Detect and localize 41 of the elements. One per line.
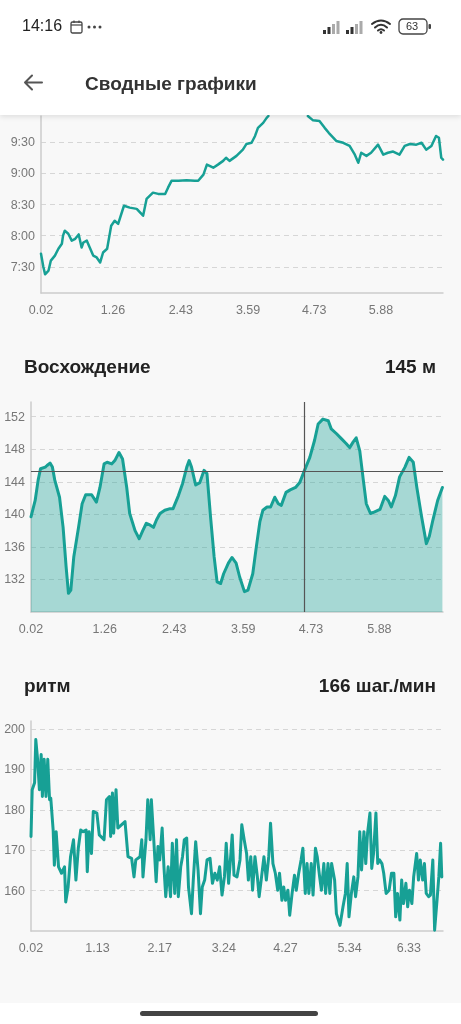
y-tick-label: 132	[4, 572, 26, 587]
x-tick-label: 0.02	[18, 621, 44, 636]
y-tick-label: 200	[4, 722, 26, 737]
x-tick-label: 5.34	[337, 940, 362, 955]
y-tick-label: 190	[4, 762, 26, 777]
x-tick-label: 3.59	[235, 302, 261, 317]
y-tick-label: 180	[4, 802, 26, 817]
x-tick-label: 2.43	[162, 621, 187, 636]
y-tick-label: 7:30	[10, 259, 36, 274]
x-tick-label: 1.26	[100, 302, 126, 317]
y-tick-label: 9:00	[10, 166, 36, 181]
x-tick-label: 3.24	[211, 940, 237, 955]
x-tick-label: 0.02	[28, 302, 54, 317]
y-tick-label: 136	[4, 539, 26, 554]
y-tick-label: 140	[4, 507, 26, 522]
y-tick-label: 170	[4, 843, 26, 858]
y-tick-label: 9:30	[10, 135, 36, 150]
text: 145 м	[384, 356, 437, 377]
text: 166 шаг./мин	[318, 675, 437, 696]
chart-title: ритм	[24, 675, 71, 696]
x-tick-label: 2.17	[147, 940, 172, 955]
x-tick-label: 3.59	[231, 621, 256, 636]
y-tick-label: 148	[4, 442, 26, 457]
x-tick-label: 1.13	[85, 940, 110, 955]
x-tick-label: 4.27	[273, 940, 298, 955]
x-tick-label: 4.73	[298, 621, 324, 636]
chart-title: Сводные графики	[85, 73, 257, 95]
text: 14:16	[22, 17, 63, 35]
x-tick-label: 1.26	[92, 621, 117, 636]
x-tick-label: 4.73	[302, 302, 327, 317]
y-tick-label: 8:30	[10, 197, 36, 212]
y-tick-label: 144	[4, 474, 26, 489]
y-tick-label: 160	[4, 883, 26, 898]
x-tick-label: 5.88	[367, 621, 392, 636]
y-tick-label: 152	[4, 409, 26, 424]
x-tick-label: 5.88	[368, 302, 394, 317]
chart-title: Восхождение	[24, 356, 151, 377]
x-tick-label: 2.43	[168, 302, 194, 317]
x-tick-label: 6.33	[396, 940, 422, 955]
x-tick-label: 0.02	[18, 940, 44, 955]
y-tick-label: 8:00	[10, 228, 36, 243]
